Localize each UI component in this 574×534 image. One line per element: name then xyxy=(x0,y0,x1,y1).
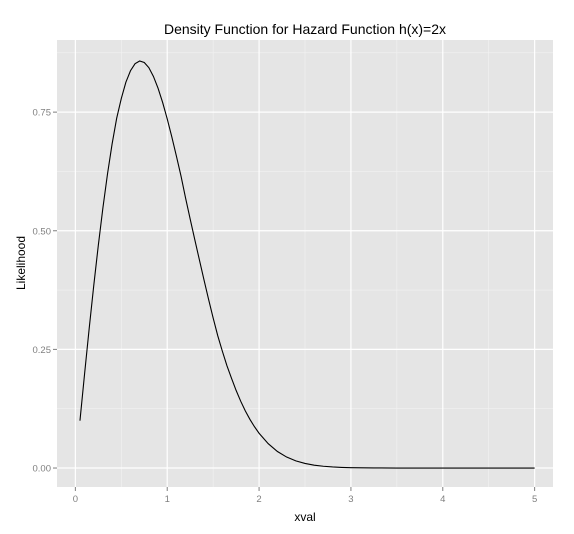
y-axis-ticks: 0.00 0.25 0.50 0.75 xyxy=(33,108,57,475)
x-axis-ticks: 0 1 2 3 4 5 xyxy=(73,487,537,505)
y-axis-label: Likelihood xyxy=(14,236,28,290)
x-axis-label: xval xyxy=(294,510,315,524)
x-tick-label: 0 xyxy=(73,494,78,505)
grid-minor xyxy=(57,40,553,487)
chart-title: Density Function for Hazard Function h(x… xyxy=(164,21,446,37)
y-tick-label: 0.25 xyxy=(33,345,52,356)
x-tick-label: 5 xyxy=(532,494,537,505)
density-line xyxy=(79,60,535,469)
x-tick-label: 4 xyxy=(440,494,445,505)
x-tick-label: 3 xyxy=(348,494,353,505)
y-tick-label: 0.00 xyxy=(33,464,52,475)
x-tick-label: 2 xyxy=(256,494,261,505)
x-tick-label: 1 xyxy=(165,494,170,505)
y-tick-label: 0.50 xyxy=(33,226,52,237)
y-tick-label: 0.75 xyxy=(33,108,52,119)
grid-major xyxy=(57,40,553,487)
